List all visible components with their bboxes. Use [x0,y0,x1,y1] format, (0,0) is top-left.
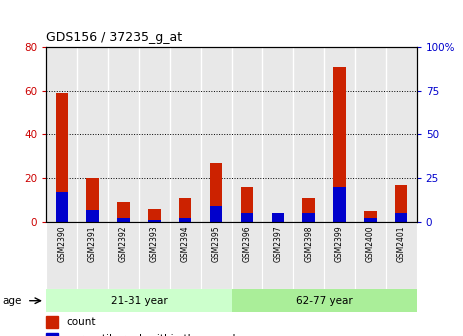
Text: GSM2393: GSM2393 [150,225,159,262]
FancyBboxPatch shape [324,222,355,289]
Bar [56,93,68,222]
Bar [210,206,222,222]
Bar [241,187,253,222]
Bar [87,210,99,222]
FancyBboxPatch shape [139,222,170,289]
Bar [272,213,284,222]
FancyBboxPatch shape [46,289,232,312]
FancyBboxPatch shape [232,222,263,289]
Bar [210,163,222,222]
Text: percentile rank within the sample: percentile rank within the sample [66,334,242,336]
Bar [139,47,170,222]
FancyBboxPatch shape [77,222,108,289]
Bar [333,67,346,222]
Text: GSM2394: GSM2394 [181,225,190,262]
Bar [241,213,253,222]
Text: GSM2396: GSM2396 [243,225,251,262]
Bar [333,187,346,222]
Bar [148,209,161,222]
Bar [386,47,417,222]
Text: count: count [66,317,95,327]
FancyBboxPatch shape [108,222,139,289]
Text: 62-77 year: 62-77 year [296,296,352,306]
Bar [232,47,263,222]
Bar [302,198,315,222]
Bar [46,47,77,222]
Bar [46,333,58,336]
Text: 21-31 year: 21-31 year [111,296,167,306]
FancyBboxPatch shape [386,222,417,289]
Text: GSM2390: GSM2390 [57,225,66,262]
Bar [87,178,99,222]
FancyBboxPatch shape [355,222,386,289]
Bar [395,184,407,222]
Bar [364,218,376,222]
Bar [179,218,191,222]
Bar [148,220,161,222]
FancyBboxPatch shape [170,222,200,289]
Bar [46,316,58,328]
Bar [108,47,139,222]
Bar [179,198,191,222]
Text: age: age [2,296,22,306]
Bar [355,47,386,222]
Bar [117,218,130,222]
FancyBboxPatch shape [200,222,232,289]
Text: GSM2401: GSM2401 [397,225,406,262]
Bar [200,47,232,222]
Text: GSM2398: GSM2398 [304,225,313,262]
FancyBboxPatch shape [263,222,293,289]
Text: GSM2399: GSM2399 [335,225,344,262]
Bar [395,213,407,222]
FancyBboxPatch shape [46,222,77,289]
Text: GDS156 / 37235_g_at: GDS156 / 37235_g_at [46,32,182,44]
FancyBboxPatch shape [232,289,417,312]
Text: GSM2391: GSM2391 [88,225,97,262]
Bar [263,47,293,222]
Bar [302,213,315,222]
Text: GSM2397: GSM2397 [273,225,282,262]
FancyBboxPatch shape [293,222,324,289]
Bar [272,213,284,222]
Text: GSM2395: GSM2395 [212,225,220,262]
Text: GSM2392: GSM2392 [119,225,128,262]
Bar [117,202,130,222]
Bar [293,47,324,222]
Bar [77,47,108,222]
Bar [170,47,200,222]
Text: GSM2400: GSM2400 [366,225,375,262]
Bar [324,47,355,222]
Bar [56,192,68,222]
Bar [364,211,376,222]
